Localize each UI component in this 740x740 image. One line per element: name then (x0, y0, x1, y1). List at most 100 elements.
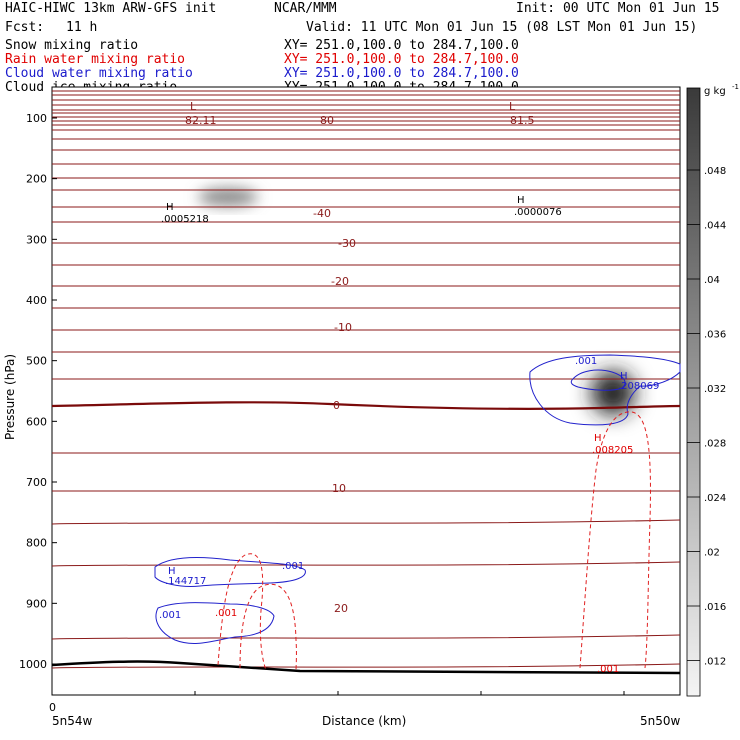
rain-contour-label-2: .001 (597, 664, 619, 675)
org-label: NCAR/MMM (274, 1, 337, 16)
rain-water-contour-3 (579, 411, 651, 669)
x-axis-title: Distance (km) (322, 714, 406, 728)
label-low-1-value: -82.11 (181, 114, 216, 127)
y-axis-title: Pressure (hPa) (3, 354, 17, 440)
field-xy-rain: XY= 251.0,100.0 to 284.7,100.0 (284, 52, 519, 67)
colorbar-tick-label: .016 (704, 602, 726, 613)
isotherm-contour (51, 104, 681, 106)
rain-high-letter: H (594, 433, 602, 444)
isotherm-contour (51, 189, 681, 191)
colorbar-tick-label: .02 (704, 548, 720, 559)
isotherm-label-minus40: -40 (313, 207, 331, 220)
init-time: Init: 00 UTC Mon 01 Jun 15 (516, 1, 720, 16)
isotherm-contour (51, 124, 681, 126)
isotherm-contour (51, 177, 681, 179)
y-tick-label-400: 400 (26, 294, 47, 307)
cloud-contour-label-2: .001 (282, 561, 304, 572)
rain-water-contour-2 (239, 583, 297, 673)
isotherm-contour (51, 519, 681, 525)
model-title: HAIC-HIWC 13km ARW-GFS init (5, 1, 217, 16)
forecast-hour: 11 h (66, 20, 98, 35)
isotherm-contour (51, 163, 681, 165)
cloud-high-1-value: .208069 (618, 381, 659, 392)
y-tick-label-900: 900 (26, 597, 47, 610)
colorbar-tick-label: .036 (704, 330, 726, 341)
snow-high-2-letter: H (517, 195, 525, 206)
isotherm-label-minus30: -30 (338, 237, 356, 250)
snow-shading-upper (198, 188, 258, 206)
cloud-water-contour-low (154, 557, 306, 587)
isotherm-label-20: 20 (334, 602, 348, 615)
x-left-end-label: 5n54w (52, 714, 93, 728)
cloud-high-1-letter: H (620, 371, 628, 382)
y-tick-label-100: 100 (26, 112, 47, 125)
y-tick-label-700: 700 (26, 476, 47, 489)
isotherm-contour (51, 109, 681, 111)
colorbar-tick-label: .04 (704, 275, 720, 286)
cloud-high-2-letter: H (168, 566, 176, 577)
cloud-high-2-value: .144717 (165, 576, 206, 587)
isotherm-contour (51, 116, 681, 118)
colorbar-unit: g kg (704, 86, 726, 97)
isotherm-label-minus80: -80 (316, 114, 334, 127)
colorbar-tick-label: .024 (704, 493, 726, 504)
plot-frame (51, 86, 681, 696)
isotherm-contour (51, 634, 681, 640)
field-name-snow: Snow mixing ratio (5, 38, 139, 53)
y-tick-label-300: 300 (26, 233, 47, 246)
label-low-2-letter: L (509, 100, 516, 113)
isotherm-contour (51, 138, 681, 140)
y-tick-label-500: 500 (26, 355, 47, 368)
colorbar-tick-label: .044 (704, 221, 726, 232)
isotherm-label-minus10: -10 (334, 321, 352, 334)
field-name-cloud-water: Cloud water mixing ratio (5, 66, 193, 81)
field-xy-cloud-water: XY= 251.0,100.0 to 284.7,100.0 (284, 66, 519, 81)
snow-shading-core (591, 371, 635, 415)
forecast-label: Fcst: (5, 20, 45, 35)
x-start-label: 0 (49, 701, 56, 714)
isotherm-contour (51, 149, 681, 151)
y-tick-label-800: 800 (26, 537, 47, 550)
isotherm-label-10: 10 (332, 482, 346, 495)
isotherm-label-minus20: -20 (331, 275, 349, 288)
isotherm-contour (51, 221, 681, 223)
isotherm-contour (51, 307, 681, 309)
rain-water-contour-1 (217, 553, 267, 671)
isotherm-contour (51, 452, 681, 454)
isotherm-contour (51, 206, 681, 208)
rain-contour-label-1: .001 (215, 608, 237, 619)
isotherm-contour (51, 663, 681, 669)
snow-high-1-value: .0005218 (161, 214, 209, 225)
terrain-line (51, 660, 681, 675)
isotherm-contour (51, 112, 681, 114)
cloud-water-contour-lowest (155, 602, 275, 644)
isotherm-contour (51, 329, 681, 331)
x-right-end-label: 5n50w (640, 714, 681, 728)
colorbar (686, 87, 701, 697)
isotherm-contour (51, 264, 681, 266)
cloud-contour-label-1: .001 (575, 356, 597, 367)
isotherm-contour (51, 285, 681, 287)
isotherm-contour (51, 242, 681, 244)
isotherm-contour (51, 351, 681, 353)
isotherm-contour (51, 94, 681, 96)
freezing-level-contour (51, 401, 681, 410)
isotherm-contour (51, 90, 681, 92)
rain-high-value: .008205 (592, 445, 633, 456)
y-tick-label-1000: 1000 (19, 658, 47, 671)
snow-high-1-letter: H (166, 202, 174, 213)
colorbar-tick-label: .012 (704, 657, 726, 668)
colorbar-tick-label: .032 (704, 384, 726, 395)
label-low-1-letter: L (190, 100, 197, 113)
isotherm-contour (51, 99, 681, 101)
field-name-rain: Rain water mixing ratio (5, 52, 186, 67)
isotherm-contour (51, 561, 681, 567)
cloud-water-contour-upper (529, 354, 681, 426)
isotherm-contour (51, 120, 681, 122)
cloud-water-contour-inner (570, 369, 626, 391)
isotherm-contour (51, 129, 681, 131)
valid-time: Valid: 11 UTC Mon 01 Jun 15 (08 LST Mon … (306, 20, 698, 35)
label-low-2-value: -81.5 (506, 114, 534, 127)
colorbar-tick-label: .048 (704, 166, 726, 177)
